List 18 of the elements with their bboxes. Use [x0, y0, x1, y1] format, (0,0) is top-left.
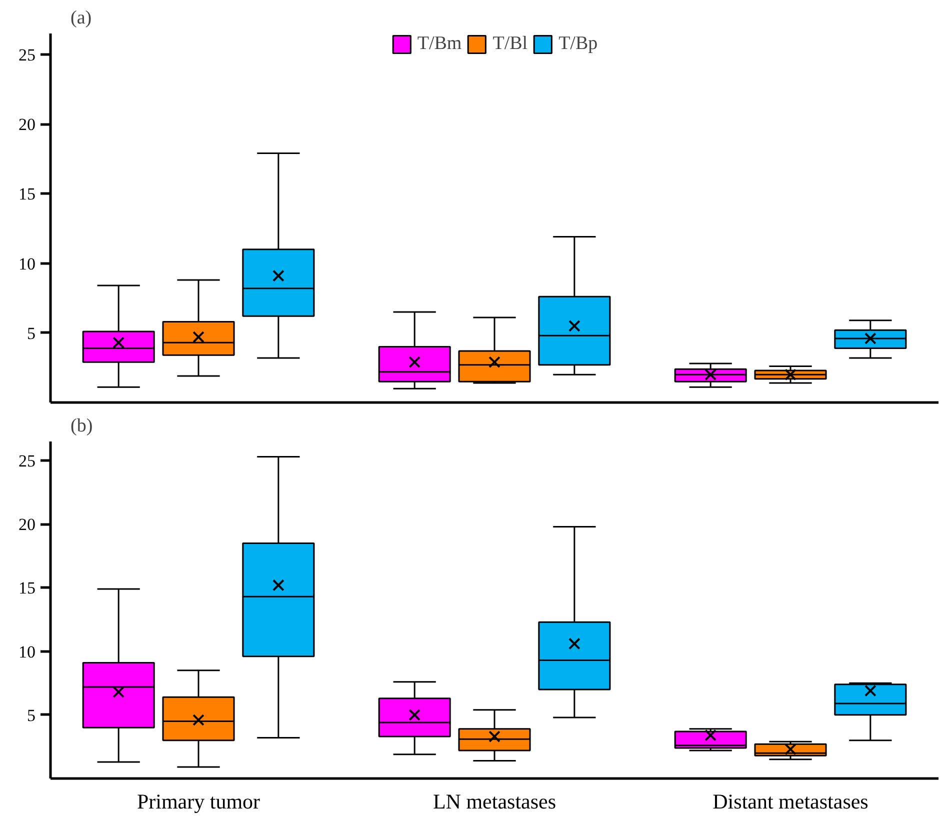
y-tick-label: 15 — [18, 184, 36, 204]
y-tick-label: 20 — [18, 515, 36, 534]
y-tick-label: 5 — [27, 706, 36, 725]
y-tick-label: 10 — [18, 642, 36, 662]
legend-label: T/Bl — [492, 33, 528, 55]
legend-label: T/Bm — [417, 33, 462, 55]
chart-title: (b) — [70, 416, 93, 436]
y-tick-label: 25 — [18, 45, 36, 64]
chart-title: (a) — [70, 8, 92, 28]
y-tick-label: 20 — [18, 115, 36, 134]
y-tick-label: 10 — [18, 254, 36, 274]
x-tick-label: Distant metastases — [712, 790, 868, 814]
x-tick-label: Primary tumor — [136, 790, 260, 814]
y-tick-label: 5 — [27, 324, 36, 343]
x-tick-label: LN metastases — [432, 790, 556, 814]
y-tick-label: 25 — [18, 452, 36, 471]
y-tick-label: 15 — [18, 578, 36, 598]
legend-label: T/Bp — [558, 33, 598, 55]
